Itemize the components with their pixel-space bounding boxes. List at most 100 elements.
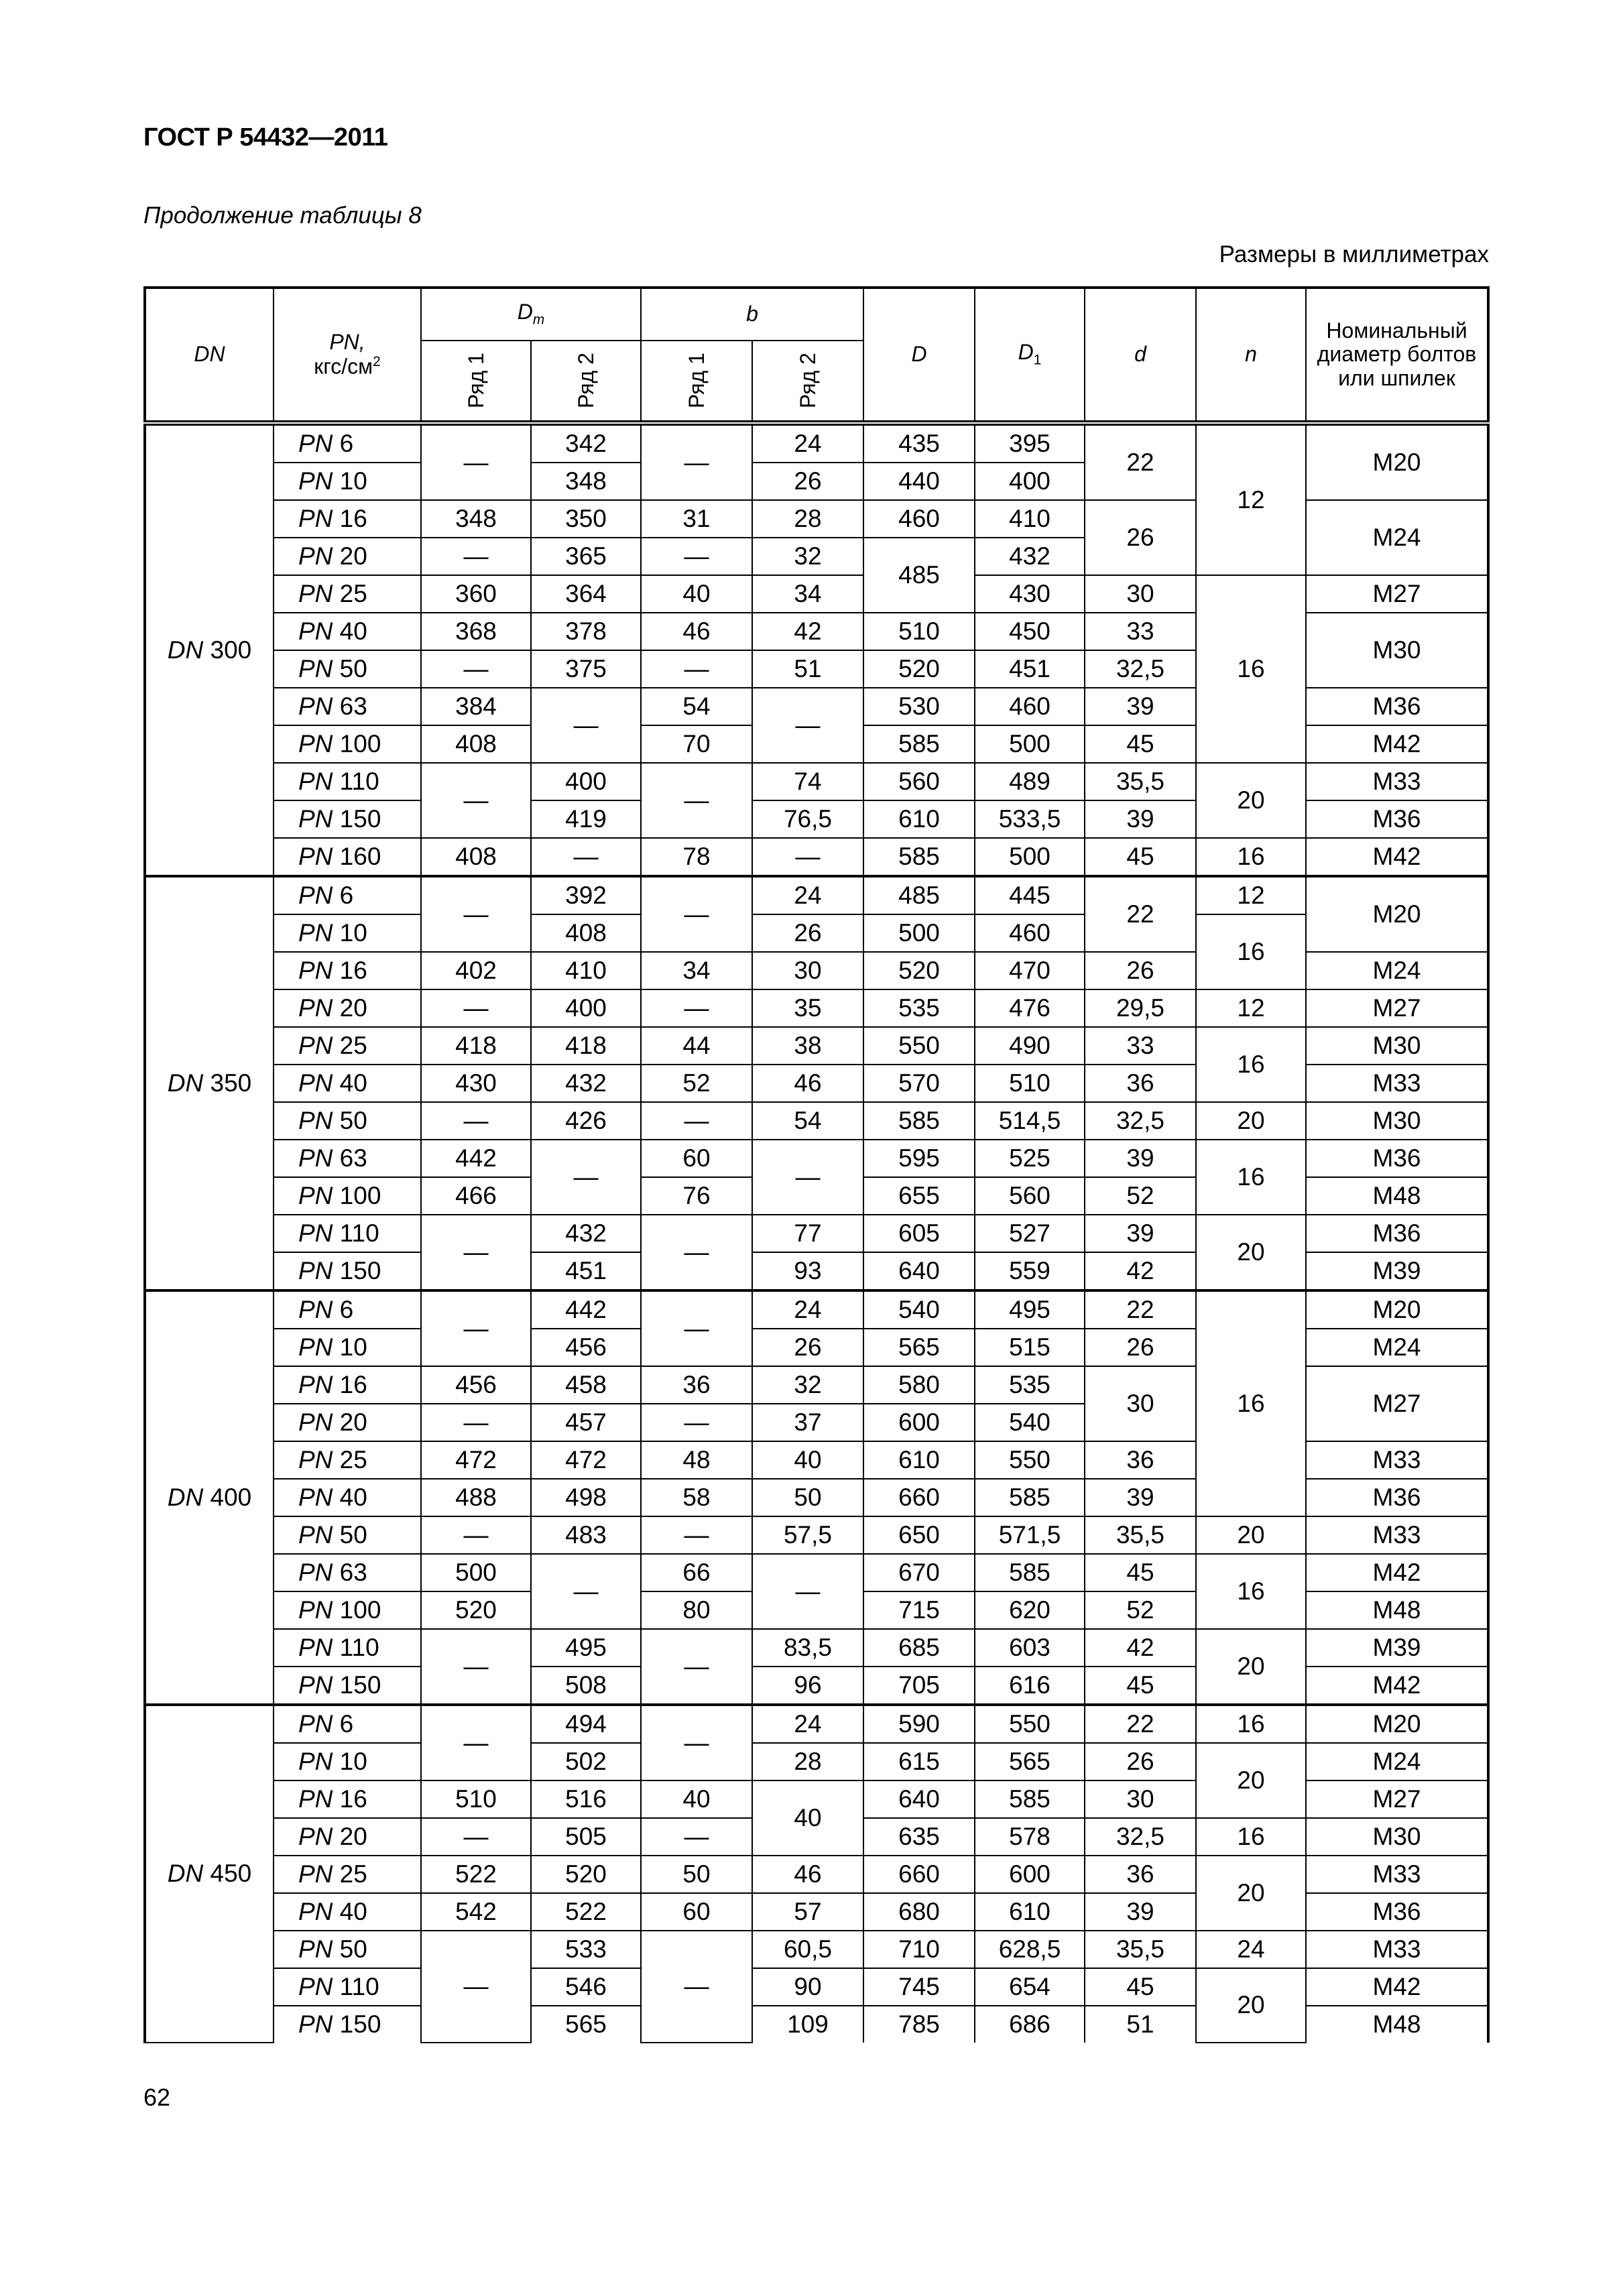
- cell-D1: 571,5: [974, 1516, 1085, 1555]
- cell-b-row1: —: [640, 1101, 753, 1140]
- cell-dm-row1: —: [420, 1930, 532, 2043]
- cell-b-row1: —: [640, 1214, 753, 1291]
- header-pn: PN, кгс/см2: [273, 287, 422, 426]
- table-row: DN 350 PN 6—392—24 485 445 22 12 M20: [144, 875, 1489, 1291]
- cell-D: 635: [863, 1817, 975, 1856]
- cell-bolt-diameter: M33: [1305, 762, 1489, 801]
- cell-b-row1: 52: [640, 1064, 753, 1103]
- cell-dm-row2: 418: [530, 1026, 642, 1065]
- cell-bolt-diameter: M27: [1305, 989, 1489, 1028]
- cell-n: 24: [1195, 1930, 1307, 1969]
- table-row: PN 63 500—66—670 585 45 16 M42: [145, 1553, 1489, 1630]
- table-row: PN 25 418 418 44 38 550 490 33 16 M30: [145, 1026, 1489, 1103]
- cell-dn: DN 350: [144, 875, 274, 1291]
- cell-b-row2: 37: [752, 1403, 864, 1442]
- cell-bolt-diameter: M48: [1305, 1176, 1489, 1215]
- table-row: PN 40 368 378 46 42 510 450 33 M30: [145, 612, 1489, 688]
- cell-pn: PN 63: [273, 1553, 422, 1592]
- table-row: PN 110—495—83,5 685 603 42 20 M39: [145, 1628, 1489, 1705]
- cell-n: 20: [1195, 1101, 1307, 1140]
- cell-dm-row2: 365: [530, 537, 642, 576]
- cell-D1: 540: [974, 1403, 1085, 1442]
- header-D: D: [863, 287, 975, 426]
- cell-b-row1: 80: [640, 1591, 753, 1630]
- cell-bolt-diameter: M33: [1305, 1855, 1489, 1894]
- cell-d: 36: [1084, 1064, 1197, 1103]
- cell-d: 39: [1084, 1478, 1197, 1517]
- cell-pn: PN 100: [273, 1176, 422, 1215]
- cell-pn: PN 150: [273, 2005, 422, 2043]
- cell-D1: 515: [974, 1328, 1085, 1367]
- cell-D1: 603: [974, 1628, 1085, 1667]
- cell-dm-row1: —: [420, 989, 532, 1028]
- table-row: PN 63 442—60—595 525 39 16 M36: [145, 1139, 1489, 1215]
- cell-dn: DN 450: [144, 1703, 274, 2043]
- table-row: PN 20—457—37 600 540: [145, 1403, 1488, 1442]
- cell-pn: PN 50: [273, 1101, 422, 1140]
- cell-b-row1: 46: [640, 612, 753, 651]
- cell-D1: 514,5: [974, 1101, 1085, 1140]
- cell-dm-row1: 430: [420, 1064, 532, 1103]
- cell-D1: 585: [974, 1780, 1085, 1819]
- table-row: PN 10 348 26 440 400: [145, 462, 1488, 501]
- cell-D: 660: [863, 1855, 975, 1894]
- cell-b-row2: 26: [752, 914, 864, 953]
- cell-D1: 500: [974, 837, 1085, 877]
- cell-dm-row2: 520: [530, 1855, 642, 1894]
- cell-D: 560: [863, 762, 975, 801]
- cell-n: 20: [1195, 1742, 1307, 1819]
- cell-D: 670: [863, 1553, 975, 1592]
- cell-bolt-diameter: M36: [1305, 687, 1489, 726]
- cell-D1: 550: [974, 1441, 1085, 1479]
- cell-D1: 451: [974, 650, 1085, 688]
- cell-pn: PN 10: [273, 1742, 422, 1781]
- cell-b-row1: 60: [640, 1139, 753, 1178]
- cell-D: 610: [863, 800, 975, 839]
- cell-b-row1: —: [640, 422, 753, 501]
- cell-dm-row1: 348: [420, 499, 532, 538]
- table-row: PN 16 510 516 40 40 640 585 30 M27: [145, 1780, 1489, 1856]
- table-row: PN 40 430 432 52 46 570 510 36 M33: [145, 1064, 1489, 1103]
- cell-d: 35,5: [1084, 1516, 1197, 1555]
- cell-D: 520: [863, 951, 975, 990]
- cell-pn: PN 25: [273, 1855, 422, 1894]
- cell-dm-row1: 522: [420, 1855, 532, 1894]
- cell-D1: 610: [974, 1892, 1085, 1931]
- cell-pn: PN 25: [273, 575, 422, 613]
- cell-D1: 527: [974, 1214, 1085, 1253]
- cell-dm-row1: —: [420, 537, 532, 576]
- cell-D: 600: [863, 1403, 975, 1442]
- cell-b-row2: 35: [752, 989, 864, 1028]
- cell-D1: 460: [974, 687, 1085, 726]
- table-row: PN 50—533—60,5 710 628,5 35,5 24 M33: [145, 1930, 1489, 2043]
- cell-bolt-diameter: M33: [1305, 1441, 1489, 1479]
- cell-D: 580: [863, 1366, 975, 1404]
- cell-b-row2: 46: [752, 1855, 864, 1894]
- cell-n: 20: [1195, 1628, 1307, 1705]
- cell-b-row1: —: [640, 762, 753, 839]
- page-number: 62: [143, 2083, 171, 2111]
- cell-pn: PN 16: [273, 499, 422, 538]
- cell-D: 680: [863, 1892, 975, 1931]
- cell-bolt-diameter: M24: [1305, 951, 1489, 990]
- cell-dm-row2: —: [530, 687, 642, 764]
- cell-pn: PN 50: [273, 1516, 422, 1555]
- cell-D: 715: [863, 1591, 975, 1630]
- cell-dm-row1: —: [420, 1628, 532, 1705]
- cell-dm-row2: 419: [530, 800, 642, 839]
- cell-bolt-diameter: M42: [1305, 1553, 1489, 1592]
- cell-pn: PN 110: [273, 1968, 422, 2006]
- cell-b-row1: —: [640, 989, 753, 1028]
- cell-dm-row1: 408: [420, 837, 532, 877]
- cell-D: 565: [863, 1328, 975, 1367]
- cell-D: 485: [863, 537, 975, 613]
- cell-bolt-diameter: M33: [1305, 1064, 1489, 1103]
- cell-d: 39: [1084, 800, 1197, 839]
- cell-dm-row2: 456: [530, 1328, 642, 1367]
- cell-D1: 535: [974, 1366, 1085, 1404]
- cell-bolt-diameter: M24: [1305, 1742, 1489, 1781]
- cell-pn: PN 50: [273, 1930, 422, 1969]
- cell-b-row2: 42: [752, 612, 864, 651]
- cell-D: 590: [863, 1703, 975, 1744]
- cell-D1: 585: [974, 1478, 1085, 1517]
